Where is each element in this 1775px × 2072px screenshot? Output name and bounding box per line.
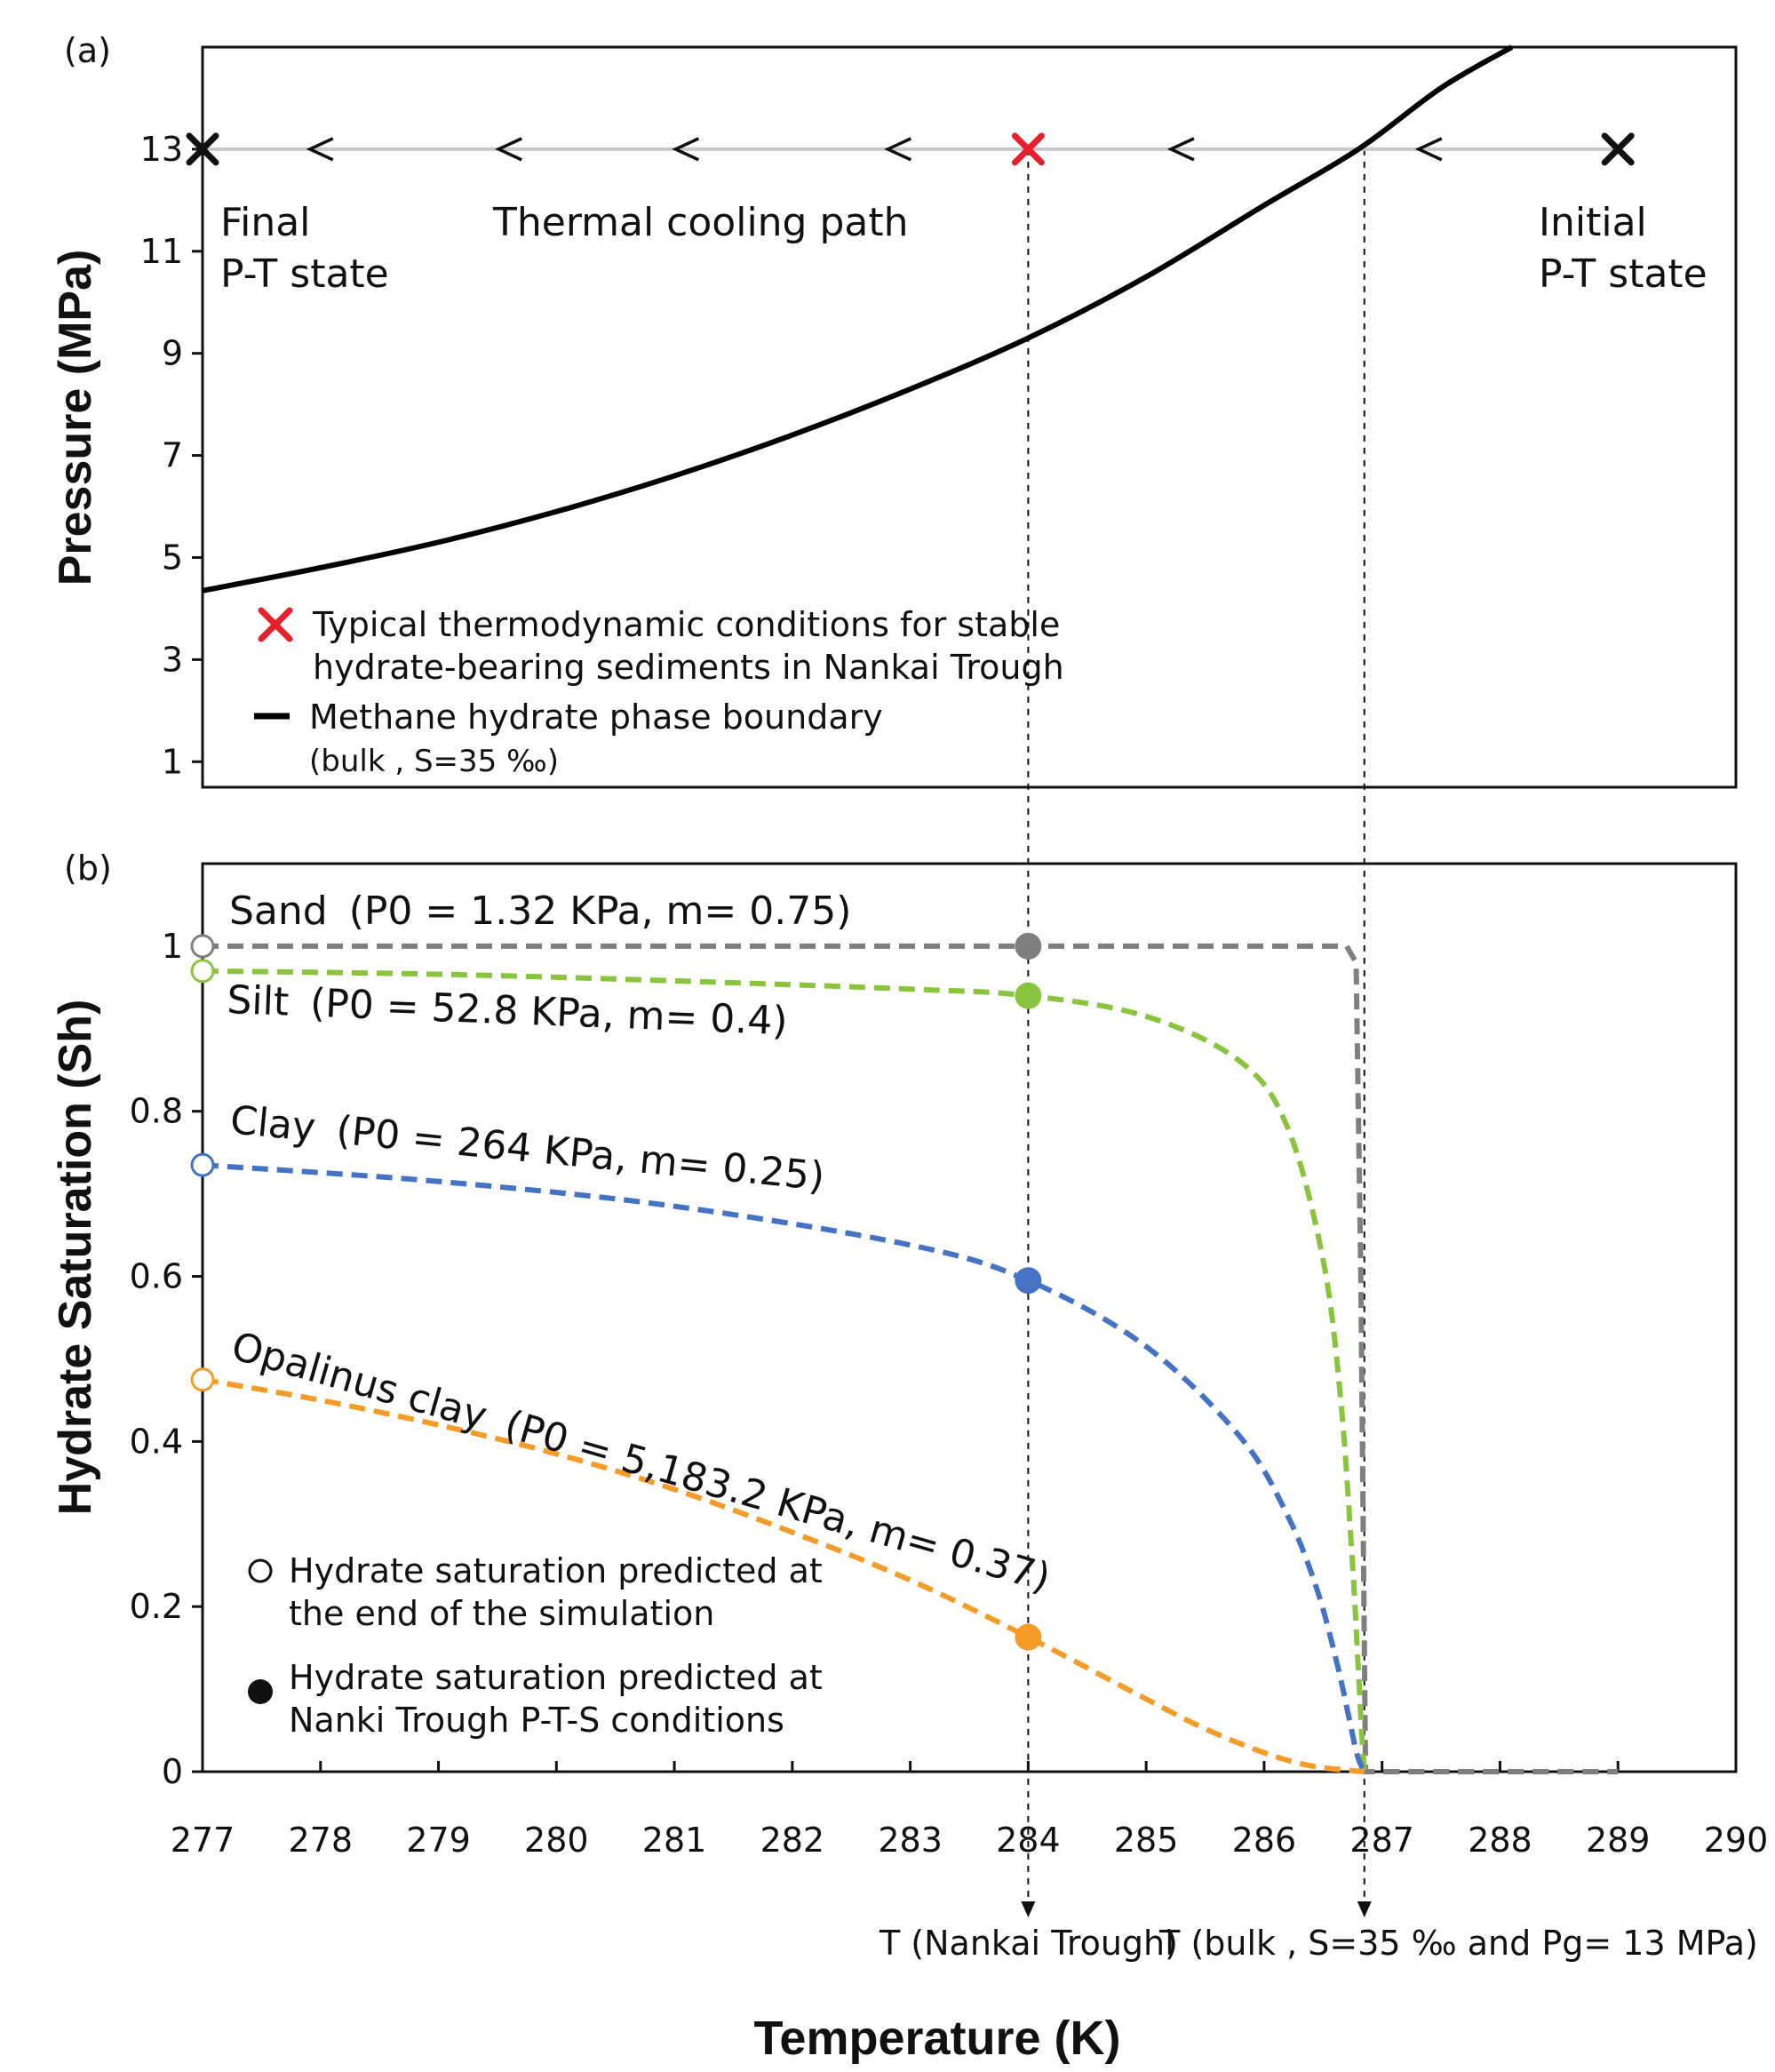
y-tick-label-b: 0 <box>162 1752 183 1791</box>
silt-name: Silt <box>227 977 291 1025</box>
x-tick-label: 286 <box>1232 1821 1297 1860</box>
opalinus-name: Opalinus clay <box>227 1324 492 1440</box>
sand-params: (P0 = 1.32 KPa, m= 0.75) <box>349 889 852 934</box>
sand-label: Sand (P0 = 1.32 KPa, m= 0.75) <box>229 889 851 934</box>
vmark-nankai-label: T (Nankai Trough) <box>879 1924 1178 1963</box>
sand-series-line <box>203 943 1619 1774</box>
legend-a: Typical thermodynamic conditions for sta… <box>254 605 1064 779</box>
marker-stroke <box>1011 132 1045 166</box>
silt-label: Silt (P0 = 52.8 KPa, m= 0.4) <box>227 977 789 1044</box>
y-tick-label-a: 1 <box>162 742 183 781</box>
y-tick-label-a: 13 <box>140 130 183 169</box>
cooling-arrow-icon <box>1166 137 1195 162</box>
legend-open-circle-icon <box>248 1558 273 1583</box>
clay-series-line <box>202 1162 1367 1773</box>
y-tick-label-a: 11 <box>140 232 183 271</box>
clay-end-point <box>190 1152 215 1177</box>
y-tick-label-b: 0.8 <box>130 1092 183 1131</box>
y-tick-label-b: 0.2 <box>130 1587 183 1626</box>
legend-b1-line2: the end of the simulation <box>289 1594 714 1633</box>
x-tick-label: 278 <box>289 1821 354 1860</box>
x-tick-label: 283 <box>878 1821 943 1860</box>
vertical-marker-arrow-icon <box>1357 1901 1372 1917</box>
x-axis-title: Temperature (K) <box>753 2012 1120 2065</box>
y-tick-label-b: 0.4 <box>130 1422 183 1461</box>
y-axis-title-b: Hydrate Saturation (Sh) <box>50 1000 101 1516</box>
clay-name: Clay <box>228 1097 317 1151</box>
silt-end-point <box>190 959 215 984</box>
legend-b2-line2: Nanki Trough P-T-S conditions <box>289 1701 784 1740</box>
cooling-arrow-icon <box>884 137 912 162</box>
panel-a-frame <box>201 45 1738 789</box>
legend-a1-line1: Typical thermodynamic conditions for sta… <box>312 605 1060 644</box>
initial-label-2: P-T state <box>1539 251 1707 297</box>
legend-a1-line2: hydrate-bearing sediments in Nankai Trou… <box>313 648 1064 687</box>
final-label-1: Final <box>220 200 310 245</box>
cooling-path-label: Thermal cooling path <box>492 200 909 245</box>
y-tick-label-a: 9 <box>162 334 183 373</box>
y-tick-label-b: 0.6 <box>130 1257 183 1296</box>
legend-a2-line1: Methane hydrate phase boundary <box>309 697 883 737</box>
silt-series-line <box>202 968 1367 1773</box>
sand-name: Sand <box>229 889 328 934</box>
legend-b1-line1: Hydrate saturation predicted at <box>289 1551 823 1590</box>
opalinus-nankai-point <box>1015 1623 1042 1651</box>
nankai-marker-icon <box>1011 132 1045 166</box>
x-tick-label: 284 <box>996 1821 1061 1860</box>
marker-stroke <box>186 132 219 166</box>
cooling-arrow-icon <box>672 137 700 162</box>
y-tick-label-a: 3 <box>162 640 183 679</box>
final-marker-icon <box>186 132 219 166</box>
y-tick-label-b: 1 <box>162 927 183 966</box>
x-tick-label: 280 <box>524 1821 589 1860</box>
sand-nankai-point <box>1015 932 1042 960</box>
x-tick-label: 288 <box>1468 1821 1532 1860</box>
x-tick-label: 285 <box>1114 1821 1179 1860</box>
x-tick-label: 282 <box>760 1821 825 1860</box>
opalinus-series-line <box>202 1376 1365 1774</box>
legend-red-x-icon <box>258 607 293 642</box>
marker-stroke <box>1601 132 1635 166</box>
cooling-arrow-icon <box>306 137 334 162</box>
x-tick-label: 289 <box>1586 1821 1651 1860</box>
x-tick-label: 290 <box>1704 1821 1769 1860</box>
opalinus-end-point <box>190 1367 215 1392</box>
x-tick-label: 287 <box>1349 1821 1414 1860</box>
silt-nankai-point <box>1015 982 1042 1009</box>
vmark-bulk-label: T (bulk , S=35 ‰ and Pg= 13 MPa) <box>1158 1924 1758 1963</box>
legend-a2-line2: (bulk , S=35 ‰) <box>309 744 559 779</box>
panel-b-label: (b) <box>64 849 112 888</box>
legend-b: Hydrate saturation predicted at the end … <box>248 1551 823 1740</box>
legend-filled-circle-icon <box>248 1679 273 1704</box>
y-tick-label-a: 7 <box>162 436 183 475</box>
x-tick-label: 279 <box>406 1821 471 1860</box>
clay-nankai-point <box>1015 1267 1042 1295</box>
x-tick-label: 277 <box>171 1821 235 1860</box>
x-tick-label: 281 <box>642 1821 707 1860</box>
phase-boundary-line <box>202 44 1514 594</box>
initial-label-1: Initial <box>1539 200 1647 245</box>
y-axis-title-a: Pressure (MPa) <box>50 250 101 586</box>
panel-b-frame <box>201 862 1738 1773</box>
initial-marker-icon <box>1601 132 1635 166</box>
cooling-arrow-icon <box>495 137 522 162</box>
legend-b2-line1: Hydrate saturation predicted at <box>289 1658 823 1697</box>
final-label-2: P-T state <box>220 251 389 297</box>
sand-end-point <box>190 934 215 959</box>
vertical-marker-arrow-icon <box>1021 1901 1036 1917</box>
clay-label: Clay (P0 = 264 KPa, m= 0.25) <box>228 1097 826 1199</box>
panel-a-label: (a) <box>64 31 111 70</box>
y-tick-label-a: 5 <box>162 538 183 577</box>
clay-params: (P0 = 264 KPa, m= 0.25) <box>334 1108 826 1200</box>
cooling-arrow-icon <box>1414 137 1443 162</box>
silt-params: (P0 = 52.8 KPa, m= 0.4) <box>309 981 788 1045</box>
